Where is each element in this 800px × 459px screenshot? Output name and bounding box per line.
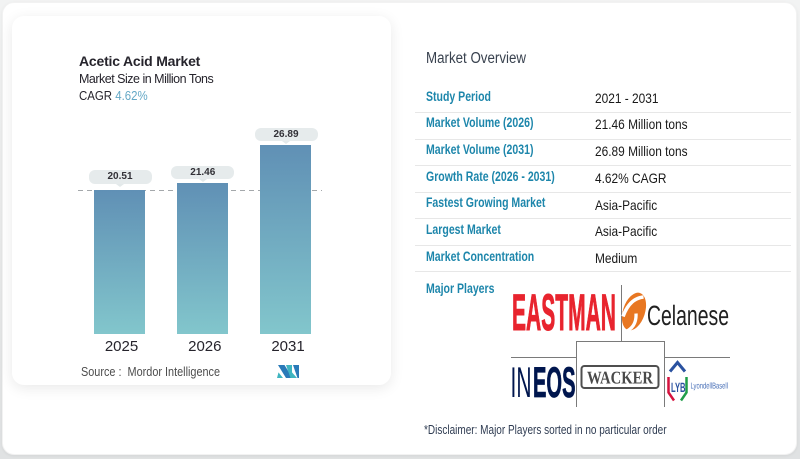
svg-text:WACKER: WACKER [587,368,654,388]
svg-text:EOS: EOS [533,359,576,407]
svg-text:IN: IN [511,359,532,407]
svg-text:LyondellBasell: LyondellBasell [691,381,729,391]
svg-text:LYB: LYB [671,380,686,395]
svg-text:Celanese: Celanese [647,300,729,331]
svg-text:EASTMAN: EASTMAN [512,283,616,341]
